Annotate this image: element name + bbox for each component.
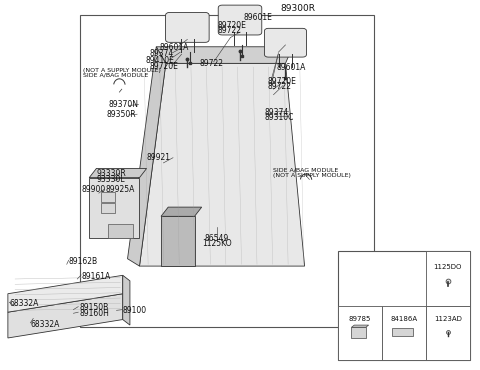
Text: 89410E: 89410E	[145, 56, 174, 64]
FancyBboxPatch shape	[166, 13, 209, 42]
Bar	[351, 327, 366, 338]
Text: 89722: 89722	[268, 82, 292, 91]
Text: 89921: 89921	[147, 153, 171, 162]
Polygon shape	[161, 207, 202, 216]
Bar	[338, 306, 382, 360]
Polygon shape	[140, 63, 305, 266]
Text: 89925A: 89925A	[105, 185, 134, 194]
Text: 89300R: 89300R	[280, 4, 315, 13]
Text: 89722: 89722	[217, 26, 241, 35]
Polygon shape	[156, 47, 293, 63]
Text: 89350R: 89350R	[107, 110, 137, 119]
Text: 89150B: 89150B	[80, 303, 109, 312]
Bar	[426, 306, 470, 360]
Text: (NOT A SUPPLY MODULE): (NOT A SUPPLY MODULE)	[273, 173, 350, 178]
Text: (NOT A SUPPLY MODULE): (NOT A SUPPLY MODULE)	[83, 68, 161, 73]
Text: 89370N: 89370N	[109, 100, 139, 109]
Text: 89161A: 89161A	[81, 272, 110, 281]
Text: 89160H: 89160H	[80, 309, 109, 318]
Bar	[89, 178, 140, 238]
Bar	[108, 225, 133, 238]
Text: SIDE A/BAG MODULE: SIDE A/BAG MODULE	[273, 168, 338, 173]
Text: 84186A: 84186A	[390, 316, 418, 322]
Text: 89310C: 89310C	[265, 113, 294, 122]
Polygon shape	[351, 325, 369, 327]
Bar	[426, 251, 470, 306]
Text: 89601A: 89601A	[159, 43, 189, 53]
Text: 89722: 89722	[199, 59, 223, 68]
Text: 86549: 86549	[205, 233, 229, 243]
Text: 1125DO: 1125DO	[433, 263, 462, 270]
Text: 89374: 89374	[149, 49, 173, 58]
Text: 89374: 89374	[265, 108, 289, 117]
Text: 93330L: 93330L	[96, 175, 125, 184]
Text: 68332A: 68332A	[30, 320, 60, 329]
Text: 1123AD: 1123AD	[434, 316, 462, 322]
Text: 68332A: 68332A	[9, 299, 39, 308]
Polygon shape	[8, 275, 123, 312]
FancyBboxPatch shape	[218, 5, 262, 35]
Polygon shape	[8, 294, 123, 338]
Polygon shape	[89, 168, 147, 178]
Text: 89720E: 89720E	[268, 77, 297, 85]
Bar	[382, 306, 426, 360]
Text: 1125KO: 1125KO	[202, 239, 232, 248]
Text: 89720E: 89720E	[217, 20, 246, 30]
Text: 89785: 89785	[349, 316, 371, 322]
Text: 89601E: 89601E	[244, 13, 273, 22]
FancyBboxPatch shape	[264, 28, 307, 57]
Text: 89100: 89100	[123, 306, 147, 315]
Text: 89720E: 89720E	[149, 62, 178, 71]
Text: 93330R: 93330R	[96, 169, 126, 178]
Bar	[101, 192, 115, 202]
Bar	[101, 204, 115, 213]
Bar	[338, 251, 470, 360]
Polygon shape	[161, 216, 194, 266]
Bar	[392, 329, 413, 336]
Text: SIDE A/BAG MODULE: SIDE A/BAG MODULE	[83, 73, 148, 78]
Polygon shape	[128, 47, 166, 266]
Text: 89162B: 89162B	[69, 257, 98, 266]
Text: 89900: 89900	[81, 185, 105, 194]
Text: 89601A: 89601A	[277, 63, 306, 71]
Bar	[80, 16, 374, 327]
Polygon shape	[123, 275, 130, 325]
